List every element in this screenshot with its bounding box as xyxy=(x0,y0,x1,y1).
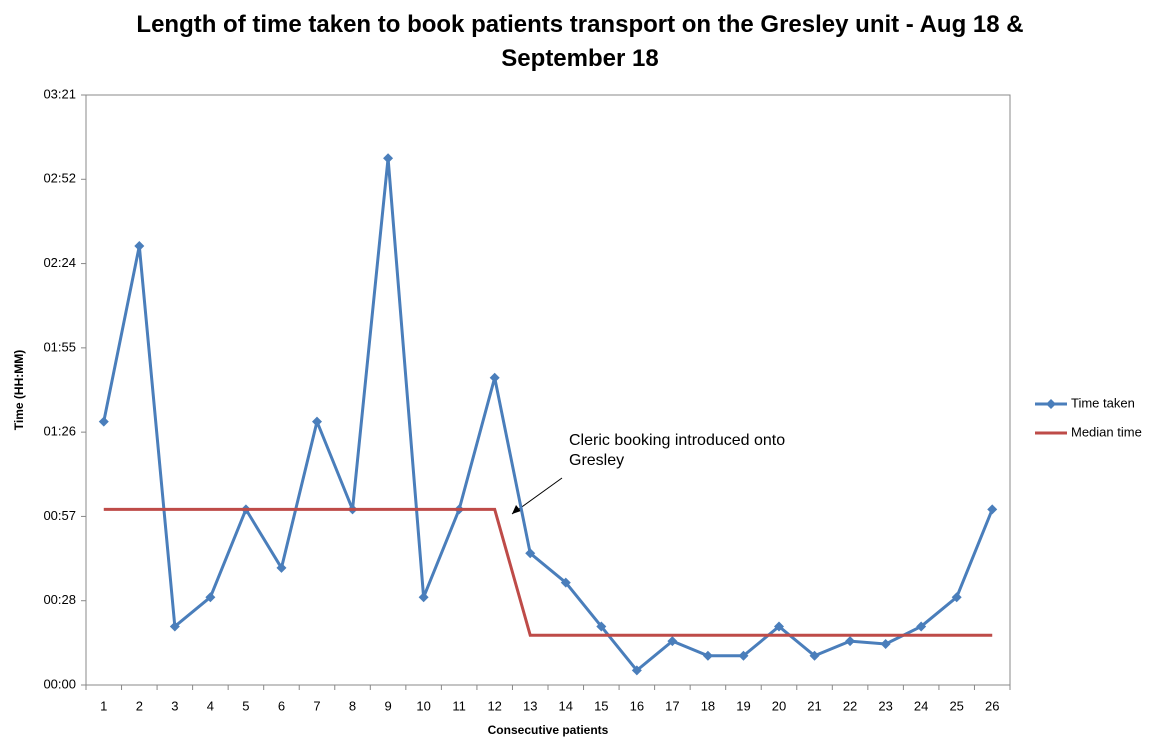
series-line xyxy=(103,507,993,637)
point-marker xyxy=(312,416,322,427)
x-tick-label: 14 xyxy=(559,698,573,713)
y-tick-label: 02:52 xyxy=(43,171,76,186)
x-tick-label: 6 xyxy=(278,698,285,713)
point-marker xyxy=(383,153,394,164)
y-tick-label: 01:26 xyxy=(43,424,76,439)
x-tick-label: 18 xyxy=(701,698,715,713)
x-tick-label: 26 xyxy=(985,698,999,713)
annotation-arrowhead xyxy=(512,505,521,514)
point-marker xyxy=(489,372,500,383)
point-marker xyxy=(845,636,856,647)
point-marker xyxy=(525,548,536,559)
x-tick-label: 19 xyxy=(736,698,750,713)
x-tick-label: 12 xyxy=(487,698,501,713)
y-axis-title: Time (HH:MM) xyxy=(12,350,26,430)
legend-label: Time taken xyxy=(1071,395,1135,410)
legend-marker xyxy=(1046,399,1056,409)
x-tick-label: 22 xyxy=(843,698,857,713)
point-marker xyxy=(276,562,287,573)
x-tick-label: 24 xyxy=(914,698,928,713)
chart-title: Length of time taken to book patients tr… xyxy=(136,11,1024,72)
point-marker xyxy=(951,592,962,603)
point-marker xyxy=(596,621,607,632)
point-marker xyxy=(916,621,927,632)
y-tick-label: 00:57 xyxy=(43,508,76,523)
x-tick-label: 15 xyxy=(594,698,608,713)
x-tick-label: 16 xyxy=(630,698,644,713)
x-tick-label: 8 xyxy=(349,698,356,713)
x-tick-label: 23 xyxy=(878,698,892,713)
point-marker xyxy=(134,241,145,252)
x-tick-label: 1 xyxy=(100,698,107,713)
point-marker xyxy=(774,621,784,632)
x-tick-label: 7 xyxy=(313,698,320,713)
y-tick-label: 02:24 xyxy=(43,255,76,270)
point-marker xyxy=(987,504,998,515)
point-marker xyxy=(169,621,180,632)
y-tick-label: 01:55 xyxy=(43,339,76,354)
x-tick-label: 21 xyxy=(807,698,821,713)
point-marker xyxy=(560,577,571,588)
point-marker xyxy=(418,592,429,603)
plot-area xyxy=(85,94,1011,686)
point-marker xyxy=(809,650,820,661)
x-tick-label: 9 xyxy=(384,698,391,713)
y-tick-label: 00:00 xyxy=(43,676,76,691)
legend-label: Median time xyxy=(1071,424,1142,439)
point-marker xyxy=(667,636,678,647)
x-tick-label: 20 xyxy=(772,698,786,713)
point-marker xyxy=(631,665,642,676)
x-tick-label: 13 xyxy=(523,698,537,713)
x-axis-title: Consecutive patients xyxy=(488,723,609,737)
x-tick-label: 5 xyxy=(242,698,249,713)
point-marker xyxy=(205,592,216,603)
x-tick-label: 17 xyxy=(665,698,679,713)
point-marker xyxy=(738,650,749,661)
x-tick-label: 2 xyxy=(136,698,143,713)
x-tick-label: 25 xyxy=(949,698,963,713)
point-marker xyxy=(702,650,713,661)
annotation: Cleric booking introduced onto Gresley xyxy=(569,432,786,469)
x-tick-label: 11 xyxy=(452,698,466,713)
x-tick-label: 3 xyxy=(171,698,178,713)
x-tick-label: 4 xyxy=(207,698,214,713)
y-tick-label: 03:21 xyxy=(43,86,76,101)
point-marker xyxy=(98,416,109,427)
y-tick-label: 00:28 xyxy=(43,592,76,607)
series-line xyxy=(102,158,994,673)
point-marker xyxy=(880,639,891,650)
x-tick-label: 10 xyxy=(416,698,430,713)
